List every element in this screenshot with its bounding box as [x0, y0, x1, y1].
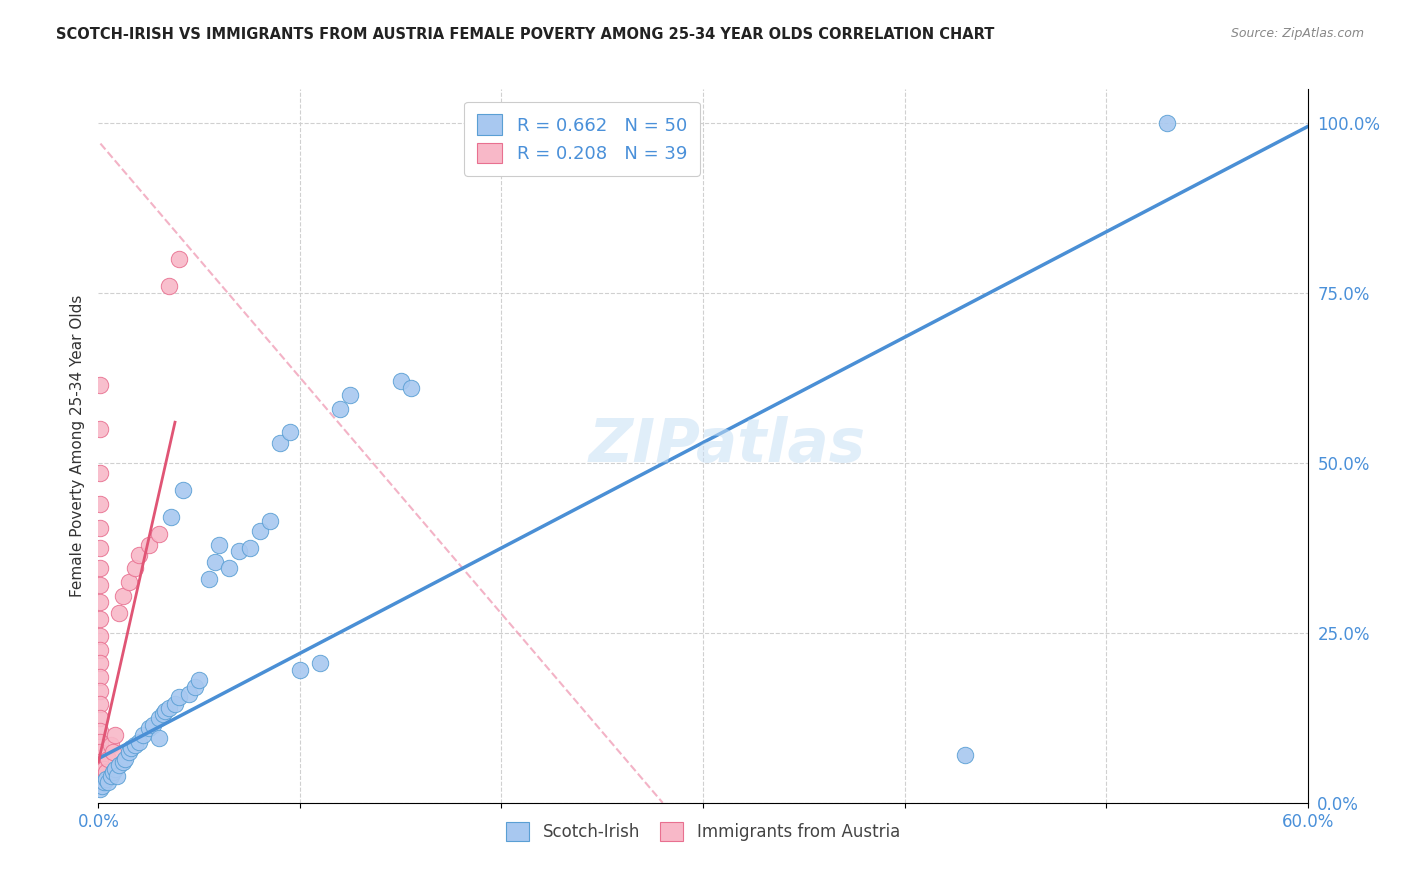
Point: [107, 758, 129, 772]
Point: [89, 698, 111, 712]
Text: ZIPatlas: ZIPatlas: [589, 417, 866, 475]
Point: [208, 537, 231, 551]
Point: [97, 751, 120, 765]
Point: [329, 401, 352, 416]
Point: [124, 561, 146, 575]
Point: [89, 670, 111, 684]
Point: [96, 765, 118, 780]
Point: [160, 510, 183, 524]
Point: [89, 711, 111, 725]
Point: [152, 707, 174, 722]
Point: [93, 775, 115, 789]
Point: [101, 765, 124, 780]
Text: Source: ZipAtlas.com: Source: ZipAtlas.com: [1230, 27, 1364, 40]
Point: [118, 745, 141, 759]
Point: [103, 728, 125, 742]
Point: [218, 561, 240, 575]
Point: [138, 537, 160, 551]
Point: [184, 680, 207, 694]
Point: [105, 769, 128, 783]
Point: [288, 663, 311, 677]
Point: [93, 762, 115, 776]
Point: [91, 779, 114, 793]
Point: [172, 483, 194, 498]
Y-axis label: Female Poverty Among 25-34 Year Olds: Female Poverty Among 25-34 Year Olds: [69, 295, 84, 597]
Point: [97, 775, 120, 789]
Point: [124, 738, 146, 752]
Point: [399, 381, 422, 395]
Point: [278, 425, 301, 440]
Point: [389, 375, 412, 389]
Point: [89, 612, 111, 626]
Point: [167, 690, 190, 705]
Point: [228, 544, 250, 558]
Point: [157, 700, 180, 714]
Point: [89, 595, 111, 609]
Point: [142, 717, 165, 731]
Point: [120, 741, 142, 756]
Point: [148, 527, 170, 541]
Point: [138, 721, 160, 735]
Point: [89, 683, 111, 698]
Point: [89, 745, 111, 759]
Point: [188, 673, 211, 688]
Point: [179, 687, 201, 701]
Point: [89, 520, 111, 534]
Point: [96, 772, 118, 786]
Point: [107, 606, 129, 620]
Text: SCOTCH-IRISH VS IMMIGRANTS FROM AUSTRIA FEMALE POVERTY AMONG 25-34 YEAR OLDS COR: SCOTCH-IRISH VS IMMIGRANTS FROM AUSTRIA …: [56, 27, 994, 42]
Point: [148, 731, 170, 746]
Point: [128, 734, 150, 748]
Point: [89, 775, 111, 789]
Point: [167, 252, 190, 266]
Point: [163, 698, 186, 712]
Point: [339, 388, 361, 402]
Point: [89, 734, 111, 748]
Point: [89, 657, 111, 671]
Point: [249, 524, 271, 538]
Point: [89, 629, 111, 643]
Point: [114, 751, 136, 765]
Point: [128, 548, 150, 562]
Point: [204, 555, 226, 569]
Point: [259, 514, 281, 528]
Point: [153, 704, 176, 718]
Point: [89, 422, 111, 436]
Point: [89, 765, 111, 780]
Point: [89, 755, 111, 769]
Point: [269, 435, 291, 450]
Point: [89, 643, 111, 657]
Point: [103, 762, 125, 776]
Legend: Scotch-Irish, Immigrants from Austria: Scotch-Irish, Immigrants from Austria: [499, 815, 907, 848]
Point: [89, 466, 111, 480]
Point: [651, 136, 673, 151]
Point: [100, 769, 122, 783]
Point: [309, 657, 332, 671]
Point: [118, 574, 141, 589]
Point: [89, 578, 111, 592]
Point: [111, 589, 134, 603]
Point: [157, 279, 180, 293]
Point: [953, 748, 976, 763]
Point: [89, 377, 111, 392]
Point: [101, 745, 124, 759]
Point: [89, 782, 111, 797]
Point: [89, 497, 111, 511]
Point: [132, 728, 155, 742]
Point: [100, 738, 122, 752]
Point: [89, 724, 111, 739]
Point: [89, 541, 111, 555]
Point: [111, 755, 134, 769]
Point: [1156, 116, 1178, 130]
Point: [239, 541, 262, 555]
Point: [89, 561, 111, 575]
Point: [198, 572, 221, 586]
Point: [91, 772, 114, 786]
Point: [148, 711, 170, 725]
